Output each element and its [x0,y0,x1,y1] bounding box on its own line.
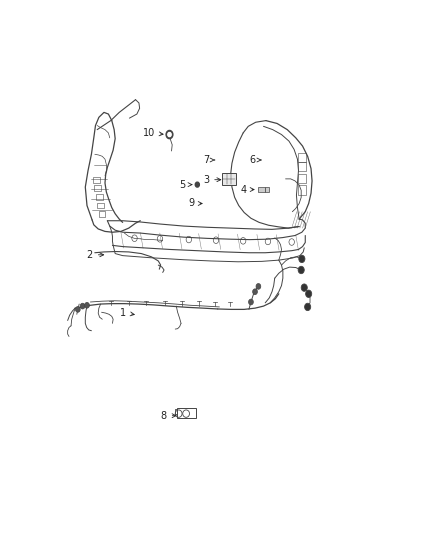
Bar [298,185,306,195]
Circle shape [256,284,261,289]
Bar [93,177,100,183]
Bar [298,154,306,161]
Text: 3: 3 [203,175,221,185]
Circle shape [299,255,305,263]
Text: 5: 5 [179,180,192,190]
Circle shape [306,290,312,297]
Text: 7: 7 [203,155,215,165]
Bar [177,408,196,418]
Circle shape [168,133,171,136]
Circle shape [249,299,253,305]
Text: 2: 2 [87,250,104,260]
Circle shape [85,302,89,308]
Bar [95,185,101,191]
Circle shape [301,284,307,292]
Bar [298,161,306,171]
Bar [298,174,306,183]
Text: 9: 9 [188,198,202,208]
Bar [97,203,104,208]
Circle shape [298,266,304,273]
Bar [96,195,102,200]
Text: 10: 10 [143,128,163,138]
Text: 8: 8 [161,411,176,421]
Text: 6: 6 [249,155,261,165]
Circle shape [304,303,311,311]
Bar [265,188,268,191]
Text: 4: 4 [240,184,254,195]
Circle shape [253,289,258,295]
Circle shape [75,306,80,312]
Bar [258,188,265,191]
Bar [222,173,236,185]
Bar [99,211,105,216]
Circle shape [80,303,85,309]
Circle shape [195,182,199,187]
Text: 1: 1 [120,308,134,318]
Circle shape [166,131,173,139]
